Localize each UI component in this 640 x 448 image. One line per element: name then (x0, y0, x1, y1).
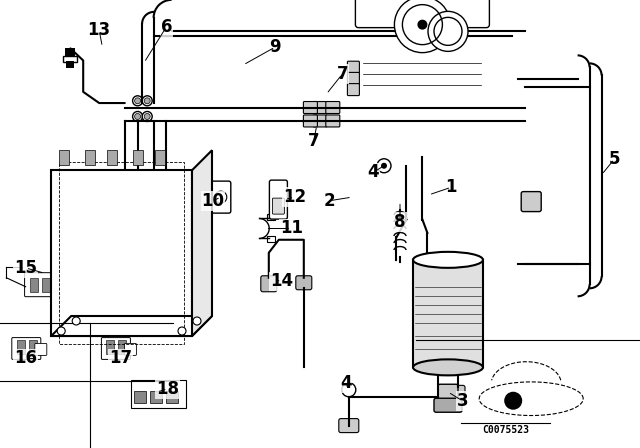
FancyBboxPatch shape (438, 384, 458, 404)
Bar (150, 391, 163, 403)
Text: 2: 2 (324, 192, 335, 210)
Bar (60, 162, 184, 344)
Bar (63, 56, 77, 62)
Text: 3: 3 (457, 392, 468, 410)
Circle shape (72, 317, 80, 325)
Bar (65, 48, 76, 56)
Circle shape (417, 20, 428, 30)
FancyBboxPatch shape (451, 385, 465, 405)
Bar (268, 215, 275, 220)
FancyBboxPatch shape (24, 273, 56, 297)
Circle shape (144, 113, 150, 120)
Circle shape (134, 98, 141, 104)
Circle shape (178, 327, 186, 335)
Text: 7: 7 (308, 132, 319, 150)
FancyBboxPatch shape (51, 279, 63, 291)
Bar (42, 278, 50, 292)
Circle shape (193, 317, 201, 325)
Text: 16: 16 (14, 349, 37, 367)
Text: 4: 4 (340, 374, 351, 392)
Text: 8: 8 (394, 213, 406, 231)
Bar (413, 260, 483, 367)
Text: 17: 17 (109, 349, 132, 367)
Bar (59, 150, 69, 165)
Ellipse shape (413, 252, 483, 268)
Bar (29, 278, 38, 292)
FancyBboxPatch shape (326, 102, 340, 113)
FancyBboxPatch shape (434, 398, 462, 412)
FancyBboxPatch shape (355, 0, 490, 28)
Circle shape (142, 96, 152, 106)
Circle shape (381, 163, 387, 169)
Polygon shape (51, 316, 212, 336)
FancyBboxPatch shape (101, 338, 131, 359)
FancyBboxPatch shape (296, 276, 312, 290)
Circle shape (342, 383, 356, 397)
FancyBboxPatch shape (124, 344, 136, 355)
Text: 12: 12 (283, 188, 306, 206)
FancyBboxPatch shape (303, 115, 317, 127)
Bar (106, 340, 115, 354)
Circle shape (132, 112, 143, 121)
Circle shape (394, 0, 451, 53)
Circle shape (134, 113, 141, 120)
Bar (107, 150, 117, 165)
Text: 7: 7 (337, 65, 348, 83)
Circle shape (144, 98, 150, 104)
Text: 4: 4 (367, 164, 379, 181)
Bar (131, 380, 186, 408)
FancyBboxPatch shape (348, 84, 360, 95)
Circle shape (57, 327, 65, 335)
FancyBboxPatch shape (326, 115, 340, 127)
Circle shape (428, 11, 468, 52)
Bar (84, 150, 95, 165)
FancyBboxPatch shape (12, 338, 41, 359)
FancyBboxPatch shape (211, 181, 231, 213)
Circle shape (142, 112, 152, 121)
FancyBboxPatch shape (35, 344, 47, 355)
Text: C0075523: C0075523 (482, 425, 529, 435)
FancyBboxPatch shape (313, 102, 327, 113)
FancyBboxPatch shape (521, 192, 541, 211)
Bar (67, 61, 74, 69)
FancyBboxPatch shape (269, 180, 287, 219)
Text: 9: 9 (269, 38, 281, 56)
FancyBboxPatch shape (303, 102, 317, 113)
Polygon shape (192, 150, 212, 336)
Text: 18: 18 (156, 380, 179, 398)
Text: 5: 5 (609, 150, 620, 168)
Bar (132, 150, 143, 165)
Text: 6: 6 (161, 18, 172, 36)
Bar (51, 170, 192, 336)
Circle shape (377, 159, 391, 173)
Bar (29, 340, 36, 354)
Bar (166, 391, 179, 403)
Bar (134, 391, 147, 403)
Text: 11: 11 (280, 220, 303, 237)
FancyBboxPatch shape (313, 115, 327, 127)
Text: 13: 13 (88, 22, 111, 39)
FancyBboxPatch shape (261, 276, 277, 292)
Bar (17, 340, 25, 354)
Bar (155, 150, 165, 165)
FancyBboxPatch shape (273, 198, 284, 214)
Circle shape (132, 96, 143, 106)
FancyBboxPatch shape (348, 61, 360, 73)
FancyBboxPatch shape (348, 73, 360, 84)
Text: 14: 14 (270, 272, 293, 290)
Ellipse shape (413, 359, 483, 375)
Bar (268, 237, 275, 242)
Circle shape (504, 392, 522, 410)
Bar (118, 340, 127, 354)
Text: 1: 1 (445, 178, 457, 196)
FancyBboxPatch shape (339, 418, 359, 433)
Text: 15: 15 (14, 259, 37, 277)
Text: 10: 10 (202, 192, 225, 210)
